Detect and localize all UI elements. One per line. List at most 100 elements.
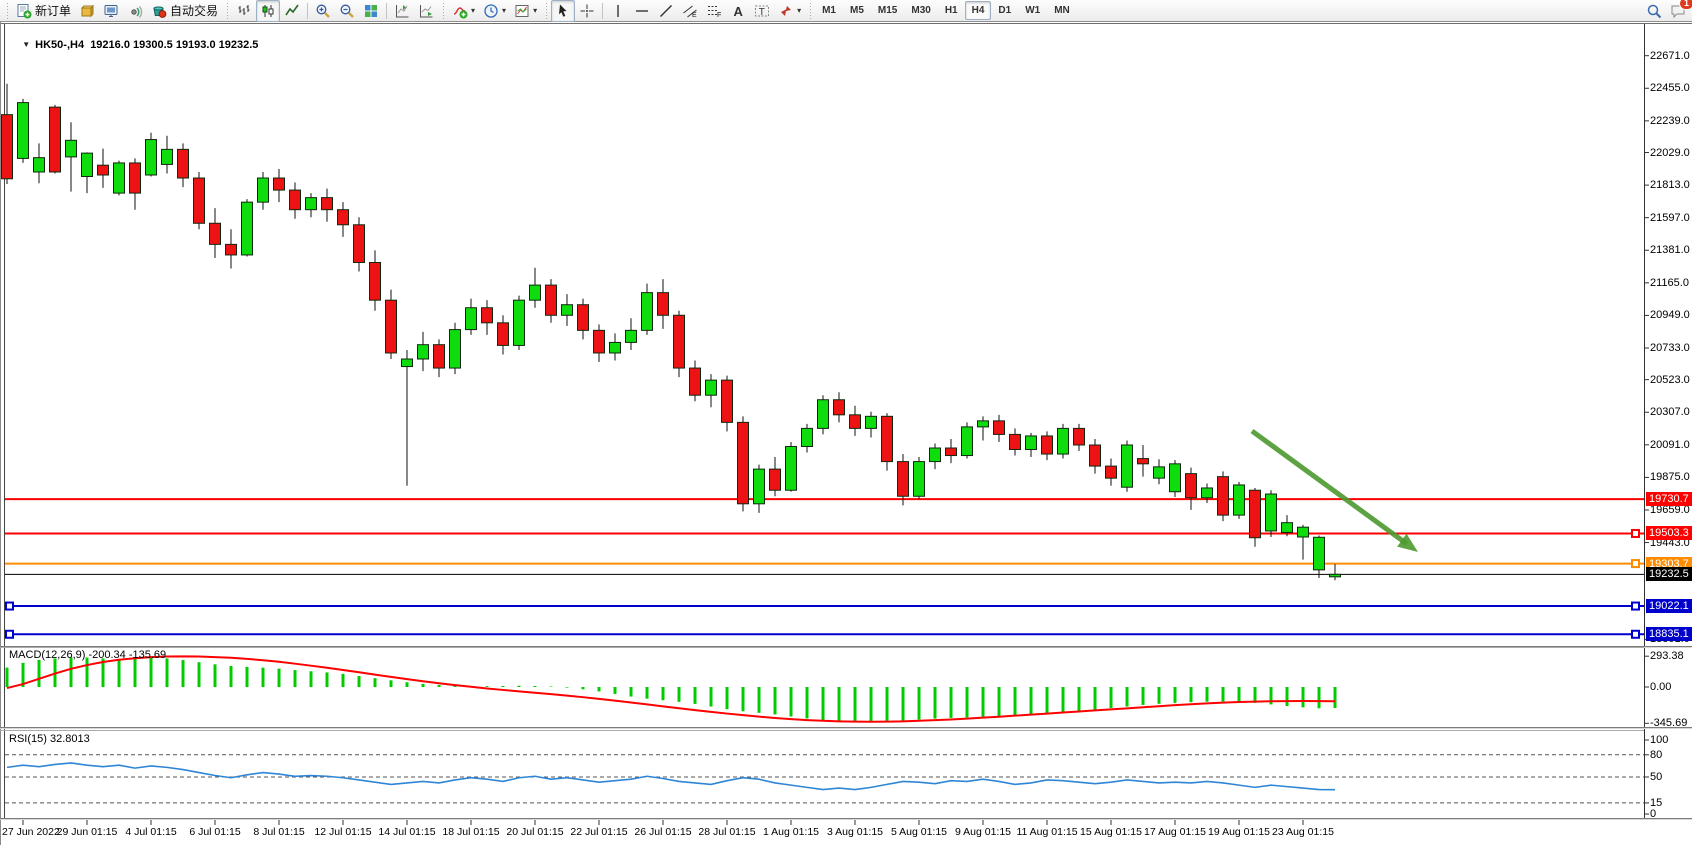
vline-button[interactable]: [606, 0, 630, 22]
autotrade-button[interactable]: 自动交易: [147, 0, 222, 22]
chevron-down-icon[interactable]: ▾: [471, 5, 476, 15]
rsi-axis-label: 50: [1650, 771, 1663, 783]
macd-axis-label: -345.69: [1650, 717, 1688, 730]
line-anchor-marker[interactable]: [1631, 559, 1640, 569]
rsi-indicator-title: RSI(15) 32.8013: [9, 733, 90, 745]
zoom-in-button[interactable]: [311, 0, 335, 22]
channel-icon: E: [683, 5, 697, 19]
chevron-down-icon[interactable]: ▾: [502, 5, 507, 15]
title-dropdown-icon[interactable]: ▼: [22, 40, 31, 49]
time-axis-label: 11 Aug 01:15: [1016, 826, 1078, 838]
time-axis-label: 5 Aug 01:15: [890, 826, 948, 838]
rsi-axis-label: 15: [1650, 796, 1663, 809]
periods-button[interactable]: ▾: [479, 0, 510, 22]
time-axis-label: 26 Jul 01:15: [634, 826, 692, 838]
market-watch-button[interactable]: [75, 0, 99, 22]
rsi-axis-label: 80: [1650, 748, 1663, 761]
time-axis-label: 12 Jul 01:15: [314, 826, 372, 838]
chart-shift-button[interactable]: [390, 0, 414, 22]
toolbar-drag-handle[interactable]: [225, 2, 230, 19]
chart-line-icon: [285, 4, 299, 15]
rsi-axis-label: 0: [1650, 808, 1657, 820]
timeframe-button-h1[interactable]: H1: [944, 5, 958, 16]
svg-text:E: E: [692, 12, 697, 19]
text-button[interactable]: A: [726, 0, 750, 22]
chat-button[interactable]: 1: [1666, 0, 1692, 22]
terminal-icon: [104, 4, 118, 17]
arrows-button[interactable]: ▾: [774, 0, 805, 22]
price-axis-label: 21381.0: [1650, 244, 1690, 257]
timeframe-button-m1[interactable]: M1: [822, 5, 836, 16]
toolbar-drag-handle[interactable]: [544, 2, 549, 19]
toolbar-button-label: 自动交易: [170, 4, 219, 18]
toolbar-drag-handle[interactable]: [5, 2, 9, 19]
hline-button[interactable]: [630, 0, 654, 22]
text-label-button[interactable]: T: [750, 0, 774, 22]
trend-arrow[interactable]: [1250, 428, 1409, 546]
chart-ohlc-values: 19216.0 19300.5 19193.0 19232.5: [90, 39, 259, 51]
vline-icon: [617, 4, 619, 17]
time-axis-label: 6 Jul 01:15: [189, 826, 241, 838]
autotrade-icon: [153, 6, 167, 18]
line-anchor-marker[interactable]: [1631, 601, 1640, 611]
timeframe-button-h4[interactable]: H4: [964, 1, 992, 20]
tile-windows-button[interactable]: [359, 0, 383, 22]
timeframe-button-w1[interactable]: W1: [1025, 5, 1041, 16]
chart-line-button[interactable]: [280, 0, 304, 22]
chevron-down-icon[interactable]: ▾: [533, 5, 538, 15]
line-anchor-marker[interactable]: [1631, 629, 1640, 639]
fibonacci-button[interactable]: F: [702, 0, 726, 22]
zoom-out-icon: [340, 4, 354, 18]
auto-scroll-icon: [420, 4, 433, 17]
chart-candles-icon: [262, 4, 274, 17]
toolbar-drag-handle[interactable]: [808, 2, 813, 19]
indicators-icon: [453, 6, 468, 18]
auto-scroll-button[interactable]: [414, 0, 438, 22]
signal-icon: [131, 5, 143, 18]
chart-candles-button[interactable]: [256, 0, 281, 22]
timeframe-button-m15[interactable]: M15: [877, 5, 898, 16]
toolbar-drag-handle[interactable]: [441, 2, 446, 19]
arrows-icon: [781, 5, 792, 16]
line-anchor-marker[interactable]: [1631, 528, 1640, 538]
search-icon: [1647, 4, 1662, 18]
price-line-label: 19232.5: [1646, 567, 1692, 582]
cursor-button[interactable]: [551, 0, 576, 22]
signal-button[interactable]: [123, 0, 147, 22]
timeframe-button-m30[interactable]: M30: [911, 5, 931, 16]
time-axis-label: 28 Jul 01:15: [698, 826, 756, 838]
trendline-button[interactable]: [654, 0, 678, 22]
cursor-icon: [559, 4, 567, 17]
price-axis-label: 21813.0: [1650, 179, 1690, 192]
timeframe-button-mn[interactable]: MN: [1054, 5, 1070, 16]
line-anchor-marker[interactable]: [5, 601, 14, 611]
macd-indicator-title: MACD(12,26,9) -200.34 -135.69: [9, 649, 167, 661]
new-order-button[interactable]: 新订单: [12, 0, 75, 22]
market-watch-icon: [80, 4, 95, 17]
templates-button[interactable]: ▾: [510, 0, 541, 22]
text-icon: A: [734, 4, 744, 19]
text-label-icon: T: [755, 5, 770, 18]
zoom-in-icon: [316, 4, 330, 18]
timeframe-button-m5[interactable]: M5: [850, 5, 864, 16]
zoom-out-button[interactable]: [335, 0, 359, 22]
toolbar-separator: [602, 2, 604, 19]
terminal-button[interactable]: [99, 0, 123, 22]
price-line-label: 19303.7: [1646, 556, 1692, 571]
line-anchor-marker[interactable]: [5, 629, 14, 639]
indicators-button[interactable]: ▾: [448, 0, 479, 22]
timeframe-button-d1[interactable]: D1: [998, 5, 1012, 16]
search-button[interactable]: [1642, 0, 1666, 22]
trend-arrow-head[interactable]: [1397, 533, 1418, 552]
price-axis-label: 19659.0: [1650, 503, 1690, 516]
rsi-axis-label: 100: [1650, 734, 1669, 746]
chevron-down-icon[interactable]: ▾: [797, 5, 802, 15]
time-axis-label: 23 Aug 01:15: [1272, 826, 1334, 838]
crosshair-button[interactable]: [575, 0, 599, 22]
chart-bars-button[interactable]: [232, 0, 256, 22]
channel-button[interactable]: E: [678, 0, 702, 22]
price-axis-label: 21597.0: [1650, 211, 1690, 224]
time-axis-label: 1 Aug 01:15: [762, 826, 820, 838]
